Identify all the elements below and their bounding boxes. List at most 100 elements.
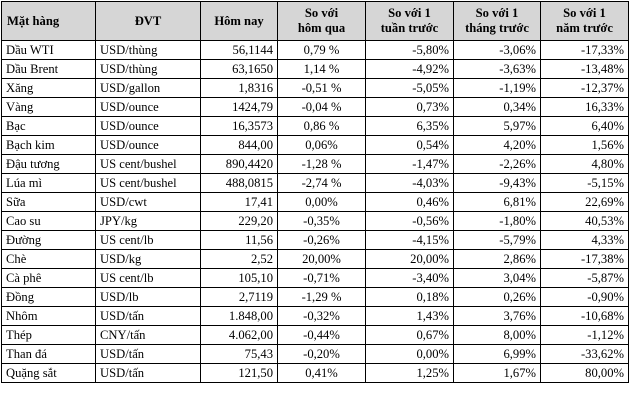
change-year: 1,56% bbox=[540, 135, 629, 155]
table-row: Cà phê US cent/lb 105,10 -0,71% -3,40% 3,04% -… bbox=[1, 268, 629, 288]
change-day: -0,04 % bbox=[277, 97, 366, 117]
unit-cell: JPY/kg bbox=[95, 211, 201, 231]
price-today: 56,1144 bbox=[200, 40, 278, 60]
change-day: -0,71% bbox=[277, 268, 366, 288]
price-today: 121,50 bbox=[200, 363, 278, 383]
table-row: Sữa USD/cwt 17,41 0,00% 0,46% 6,81% 22,69% bbox=[1, 192, 629, 212]
change-year: -17,33% bbox=[540, 40, 629, 60]
column-header: So với hôm qua bbox=[277, 1, 366, 41]
column-header: Hôm nay bbox=[200, 1, 278, 41]
change-month: -5,79% bbox=[453, 230, 541, 250]
change-year: -5,15% bbox=[540, 173, 629, 193]
commodity-name: Quặng sắt bbox=[1, 363, 96, 383]
change-year: -13,48% bbox=[540, 59, 629, 79]
change-month: -3,63% bbox=[453, 59, 541, 79]
commodity-name: Cao su bbox=[1, 211, 96, 231]
commodity-name: Chè bbox=[1, 249, 96, 269]
change-week: -0,56% bbox=[365, 211, 454, 231]
column-header: ĐVT bbox=[95, 1, 201, 41]
table-row: Cao su JPY/kg 229,20 -0,35% -0,56% -1,80% 40,5… bbox=[1, 211, 629, 231]
change-month: 0,34% bbox=[453, 97, 541, 117]
commodity-name: Lúa mì bbox=[1, 173, 96, 193]
table-row: Đậu tương US cent/bushel 890,4420 -1,28 % -1… bbox=[1, 154, 629, 174]
change-year: 6,40% bbox=[540, 116, 629, 136]
table-row: Lúa mì US cent/bushel 488,0815 -2,74 % -4,03… bbox=[1, 173, 629, 193]
table-row: Quặng sắt USD/tấn 121,50 0,41% 1,25% 1,67% 80,… bbox=[1, 363, 629, 383]
change-year: -1,12% bbox=[540, 325, 629, 345]
price-today: 11,56 bbox=[200, 230, 278, 250]
commodity-name: Đồng bbox=[1, 287, 96, 307]
change-week: 6,35% bbox=[365, 116, 454, 136]
change-day: 0,06% bbox=[277, 135, 366, 155]
unit-cell: USD/ounce bbox=[95, 135, 201, 155]
change-month: -1,19% bbox=[453, 78, 541, 98]
change-week: -5,80% bbox=[365, 40, 454, 60]
change-year: 4,33% bbox=[540, 230, 629, 250]
change-month: 0,26% bbox=[453, 287, 541, 307]
change-month: -9,43% bbox=[453, 173, 541, 193]
change-year: 80,00% bbox=[540, 363, 629, 383]
change-year: -0,90% bbox=[540, 287, 629, 307]
change-week: 20,00% bbox=[365, 249, 454, 269]
change-month: 2,86% bbox=[453, 249, 541, 269]
change-month: 6,81% bbox=[453, 192, 541, 212]
change-year: -17,38% bbox=[540, 249, 629, 269]
price-today: 844,00 bbox=[200, 135, 278, 155]
change-year: 22,69% bbox=[540, 192, 629, 212]
change-week: 0,73% bbox=[365, 97, 454, 117]
change-year: 16,33% bbox=[540, 97, 629, 117]
table-row: Thép CNY/tấn 4.062,00 -0,44% 0,67% 8,00% -1,12… bbox=[1, 325, 629, 345]
change-year: -33,62% bbox=[540, 344, 629, 364]
unit-cell: US cent/bushel bbox=[95, 173, 201, 193]
commodity-name: Đường bbox=[1, 230, 96, 250]
price-today: 63,1650 bbox=[200, 59, 278, 79]
change-year: 40,53% bbox=[540, 211, 629, 231]
change-day: 20,00% bbox=[277, 249, 366, 269]
change-day: 0,41% bbox=[277, 363, 366, 383]
table-row: Xăng USD/gallon 1,8316 -0,51 % -5,05% -1,19% -… bbox=[1, 78, 629, 98]
change-day: 1,14 % bbox=[277, 59, 366, 79]
commodity-name: Thép bbox=[1, 325, 96, 345]
change-week: -5,05% bbox=[365, 78, 454, 98]
change-week: -4,92% bbox=[365, 59, 454, 79]
change-month: 6,99% bbox=[453, 344, 541, 364]
change-month: 5,97% bbox=[453, 116, 541, 136]
commodity-name: Bạch kim bbox=[1, 135, 96, 155]
change-day: 0,86 % bbox=[277, 116, 366, 136]
change-day: -0,26% bbox=[277, 230, 366, 250]
change-week: -1,47% bbox=[365, 154, 454, 174]
change-month: -2,26% bbox=[453, 154, 541, 174]
change-day: -0,51 % bbox=[277, 78, 366, 98]
change-day: -0,32% bbox=[277, 306, 366, 326]
change-week: 1,43% bbox=[365, 306, 454, 326]
table-row: Than đá USD/tấn 75,43 -0,20% 0,00% 6,99% -33,6… bbox=[1, 344, 629, 364]
change-day: -0,44% bbox=[277, 325, 366, 345]
change-week: 0,54% bbox=[365, 135, 454, 155]
change-day: -2,74 % bbox=[277, 173, 366, 193]
unit-cell: USD/ounce bbox=[95, 97, 201, 117]
change-week: 0,46% bbox=[365, 192, 454, 212]
change-week: -4,15% bbox=[365, 230, 454, 250]
change-month: 3,04% bbox=[453, 268, 541, 288]
price-today: 16,3573 bbox=[200, 116, 278, 136]
change-month: 8,00% bbox=[453, 325, 541, 345]
change-year: 4,80% bbox=[540, 154, 629, 174]
unit-cell: CNY/tấn bbox=[95, 325, 201, 345]
change-week: 0,00% bbox=[365, 344, 454, 364]
commodity-name: Vàng bbox=[1, 97, 96, 117]
unit-cell: USD/tấn bbox=[95, 363, 201, 383]
price-today: 75,43 bbox=[200, 344, 278, 364]
change-year: -5,87% bbox=[540, 268, 629, 288]
table-row: Bạc USD/ounce 16,3573 0,86 % 6,35% 5,97% 6,40% bbox=[1, 116, 629, 136]
change-week: 0,67% bbox=[365, 325, 454, 345]
price-today: 1.848,00 bbox=[200, 306, 278, 326]
unit-cell: US cent/lb bbox=[95, 230, 201, 250]
commodity-name: Xăng bbox=[1, 78, 96, 98]
column-header: So với 1 tuần trước bbox=[365, 1, 454, 41]
unit-cell: USD/tấn bbox=[95, 306, 201, 326]
table-row: Nhôm USD/tấn 1.848,00 -0,32% 1,43% 3,76% -10,6… bbox=[1, 306, 629, 326]
change-day: 0,79 % bbox=[277, 40, 366, 60]
change-month: -1,80% bbox=[453, 211, 541, 231]
